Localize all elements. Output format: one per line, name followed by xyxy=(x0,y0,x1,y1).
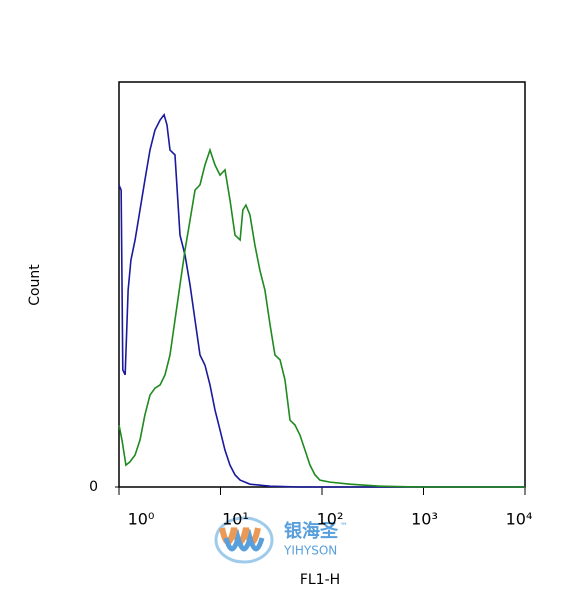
watermark-trademark: ™ xyxy=(340,522,348,531)
logo-wave xyxy=(223,528,265,552)
y-tick-label: 0 xyxy=(89,479,98,495)
watermark-brand: YIHYSON xyxy=(283,544,337,558)
series-line xyxy=(118,147,525,488)
watermark-name: 银海圣 xyxy=(284,520,339,542)
y-axis-label: Count xyxy=(27,264,43,306)
series-line xyxy=(118,113,525,488)
logo-ring xyxy=(214,516,274,564)
x-tick-label: 10⁴ xyxy=(506,510,533,529)
x-tick-label: 10² xyxy=(317,510,344,529)
watermark: 银海圣 ™ YIHYSON xyxy=(214,516,348,564)
x-tick-label: 10⁰ xyxy=(128,510,155,529)
x-tick-label: 10³ xyxy=(411,510,438,529)
x-axis-label: FL1-H xyxy=(300,572,340,588)
x-tick-label: 10¹ xyxy=(222,510,249,529)
